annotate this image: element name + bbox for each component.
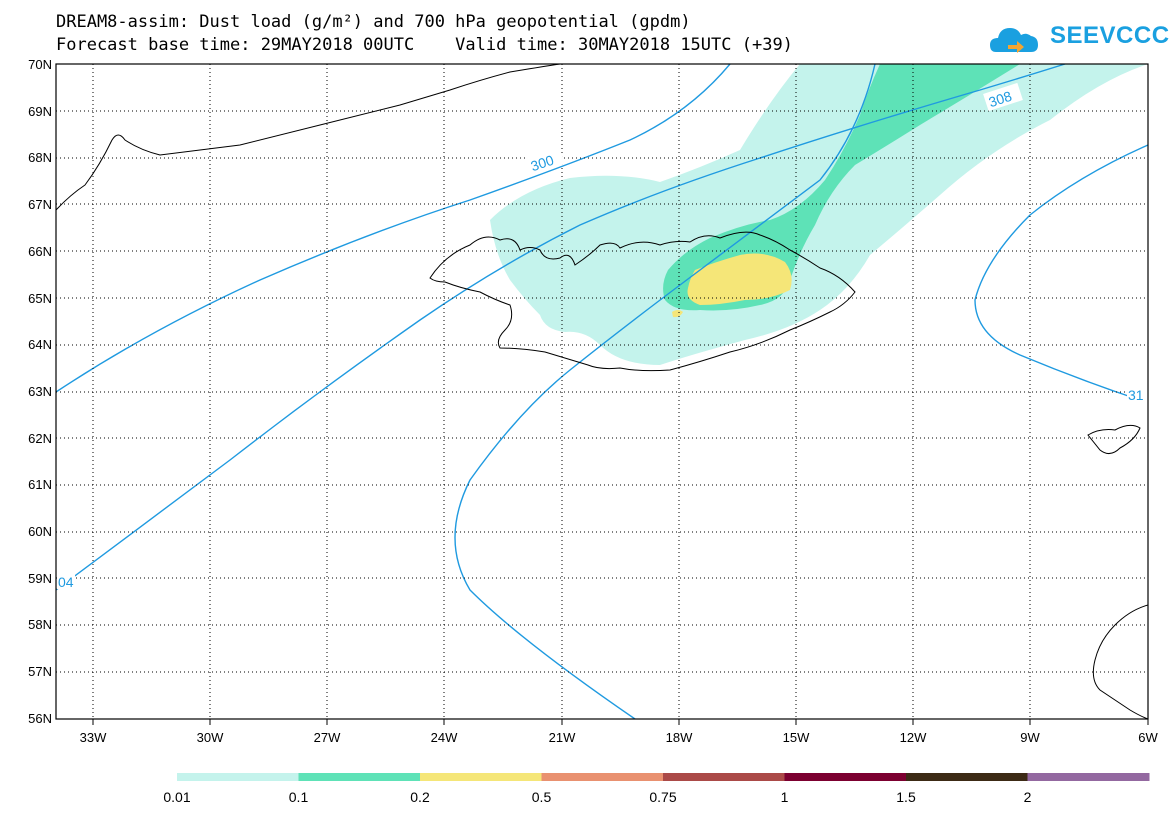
colorbar-swatch	[1027, 773, 1150, 781]
lat-label: 61N	[28, 477, 52, 492]
lat-label: 68N	[28, 150, 52, 165]
lat-label: 63N	[28, 384, 52, 399]
lon-label: 12W	[900, 730, 927, 745]
contour-label-312: 31	[1128, 387, 1144, 403]
colorbar: 0.01 0.1 0.2 0.5 0.75 1 1.5 2	[163, 773, 1150, 805]
colorbar-swatch	[906, 773, 1028, 781]
colorbar-swatch	[177, 773, 299, 781]
lon-label: 15W	[783, 730, 810, 745]
lon-label: 9W	[1020, 730, 1040, 745]
lat-label: 58N	[28, 617, 52, 632]
contour-label-300: 300	[529, 152, 556, 175]
colorbar-label: 0.2	[410, 789, 430, 805]
colorbar-label: 2	[1024, 789, 1032, 805]
lat-label: 69N	[28, 104, 52, 119]
colorbar-swatch	[541, 773, 664, 781]
contour-312	[974, 144, 1148, 401]
dust-area-0.1	[663, 64, 1020, 311]
iceland-coastline	[429, 231, 856, 372]
faroe-coastline	[1087, 424, 1141, 454]
lat-label: 56N	[28, 711, 52, 726]
lat-label: 62N	[28, 431, 52, 446]
contour-label-304: 04	[58, 574, 74, 590]
colorbar-label: 0.75	[649, 789, 676, 805]
lon-label: 18W	[666, 730, 693, 745]
lat-label: 64N	[28, 337, 52, 352]
lon-label: 33W	[80, 730, 107, 745]
lat-label: 60N	[28, 524, 52, 539]
map-subtitle: Forecast base time: 29MAY2018 00UTC Vali…	[56, 35, 793, 55]
colorbar-swatch	[420, 773, 542, 781]
colorbar-swatch	[298, 773, 421, 781]
contour-308	[56, 64, 1066, 591]
contour-label-308: 308	[987, 88, 1014, 111]
colorbar-swatch	[663, 773, 785, 781]
lat-label: 66N	[28, 244, 52, 259]
colorbar-label: 1	[781, 789, 789, 805]
map-plot-area	[56, 64, 1148, 719]
colorbar-swatch	[784, 773, 907, 781]
colorbar-label: 0.5	[532, 789, 552, 805]
cloud-icon	[990, 28, 1038, 53]
contour-300	[56, 64, 731, 393]
lon-label: 21W	[549, 730, 576, 745]
colorbar-label: 1.5	[896, 789, 916, 805]
lat-label: 70N	[28, 57, 52, 72]
dust-area-0.2-spot	[672, 310, 683, 318]
lon-axis: 33W 30W 27W 24W 21W 18W 15W 12W 9W 6W	[80, 730, 1159, 745]
map-frame	[55, 63, 1149, 720]
colorbar-label: 0.1	[289, 789, 309, 805]
dust-area-0.2	[687, 253, 792, 305]
lat-axis: 56N 57N 58N 59N 60N 61N 62N 63N 64N 65N …	[28, 57, 52, 726]
lat-label: 59N	[28, 571, 52, 586]
logo-text: SEEVCCC	[1050, 22, 1170, 49]
scotland-coastline	[1092, 604, 1148, 719]
lon-label: 6W	[1138, 730, 1158, 745]
lat-label: 65N	[28, 291, 52, 306]
contour-304	[454, 64, 876, 719]
colorbar-label: 0.01	[163, 789, 190, 805]
greenland-coastline	[56, 64, 561, 211]
lat-label: 67N	[28, 197, 52, 212]
lon-label: 27W	[314, 730, 341, 745]
lat-label: 57N	[28, 664, 52, 679]
lon-label: 24W	[431, 730, 458, 745]
lon-label: 30W	[197, 730, 224, 745]
map-title: DREAM8-assim: Dust load (g/m²) and 700 h…	[56, 12, 691, 32]
